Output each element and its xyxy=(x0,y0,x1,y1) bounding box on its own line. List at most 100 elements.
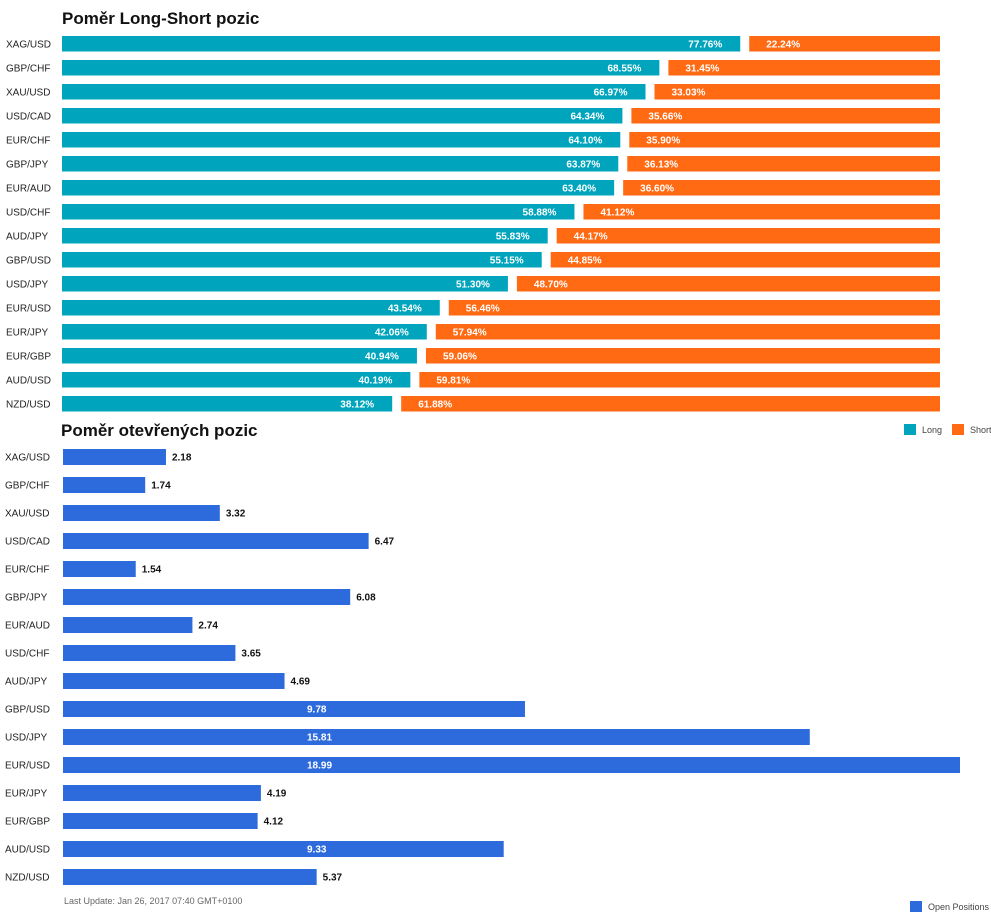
short-bar xyxy=(435,324,940,340)
long-bar xyxy=(62,324,427,340)
open-positions-legend: Open Positions xyxy=(910,901,989,912)
open-positions-value-label: 4.69 xyxy=(291,677,311,688)
long-value-label: 66.97% xyxy=(594,88,628,99)
long-value-label: 55.15% xyxy=(490,256,524,267)
category-label: XAG/USD xyxy=(6,40,51,51)
short-value-label: 61.88% xyxy=(418,400,452,411)
open-positions-value-label: 6.08 xyxy=(356,593,376,604)
short-bar xyxy=(583,204,940,220)
short-bar xyxy=(623,180,940,196)
open-positions-value-label: 9.78 xyxy=(307,705,327,716)
long-bar xyxy=(62,348,417,364)
open-positions-bar xyxy=(63,589,351,605)
open-positions-bar xyxy=(63,841,504,857)
long-value-label: 40.94% xyxy=(365,352,399,363)
open-positions-value-label: 1.74 xyxy=(151,481,171,492)
category-label: EUR/JPY xyxy=(5,789,48,800)
open-positions-bar xyxy=(63,785,261,801)
long-bar xyxy=(62,84,646,100)
long-short-chart: XAG/USD 77.76% 22.24% GBP/CHF 68.55% 31.45% XA… xyxy=(6,36,941,412)
short-value-label: 48.70% xyxy=(534,280,568,291)
category-label: GBP/JPY xyxy=(6,160,49,171)
short-bar xyxy=(668,60,940,76)
short-value-label: 44.17% xyxy=(574,232,608,243)
short-value-label: 56.46% xyxy=(466,304,500,315)
category-label: GBP/USD xyxy=(5,705,50,716)
category-label: USD/CAD xyxy=(6,112,51,123)
category-label: EUR/CHF xyxy=(5,565,49,576)
long-value-label: 77.76% xyxy=(688,40,722,51)
long-value-label: 43.54% xyxy=(388,304,422,315)
open-positions-value-label: 2.18 xyxy=(172,453,192,464)
long-value-label: 38.12% xyxy=(340,400,374,411)
legend-long-swatch xyxy=(904,424,916,435)
open-positions-bar xyxy=(63,533,369,549)
category-label: EUR/GBP xyxy=(5,817,50,828)
long-bar xyxy=(62,60,660,76)
short-bar xyxy=(401,396,940,412)
long-bar xyxy=(62,228,548,244)
open-positions-bar xyxy=(63,729,810,745)
short-bar xyxy=(556,228,940,244)
short-value-label: 59.81% xyxy=(436,376,470,387)
short-bar xyxy=(631,108,940,124)
long-value-label: 63.40% xyxy=(562,184,596,195)
category-label: USD/CAD xyxy=(5,537,50,548)
long-bar xyxy=(62,180,615,196)
long-value-label: 42.06% xyxy=(375,328,409,339)
open-positions-bar xyxy=(63,673,285,689)
short-bar xyxy=(627,156,940,172)
short-bar xyxy=(448,300,940,316)
short-bar xyxy=(516,276,940,292)
legend-open-positions-label: Open Positions xyxy=(928,901,990,912)
short-value-label: 59.06% xyxy=(443,352,477,363)
long-value-label: 63.87% xyxy=(566,160,600,171)
long-short-legend: Long Short xyxy=(904,424,991,435)
open-positions-value-label: 3.65 xyxy=(241,649,261,660)
category-label: USD/JPY xyxy=(5,733,48,744)
open-positions-bar xyxy=(63,645,236,661)
short-value-label: 36.60% xyxy=(640,184,674,195)
open-positions-value-label: 6.47 xyxy=(375,537,395,548)
open-positions-value-label: 1.54 xyxy=(142,565,162,576)
open-positions-value-label: 4.12 xyxy=(264,817,284,828)
long-value-label: 64.10% xyxy=(568,136,602,147)
last-update-note: Last Update: Jan 26, 2017 07:40 GMT+0100 xyxy=(64,896,243,906)
category-label: AUD/JPY xyxy=(5,677,48,688)
short-value-label: 36.13% xyxy=(644,160,678,171)
open-positions-value-label: 2.74 xyxy=(198,621,218,632)
category-label: USD/CHF xyxy=(6,208,50,219)
category-label: XAU/USD xyxy=(6,88,50,99)
long-bar xyxy=(62,372,411,388)
short-value-label: 35.90% xyxy=(646,136,680,147)
category-label: GBP/CHF xyxy=(6,64,50,75)
short-value-label: 57.94% xyxy=(453,328,487,339)
open-positions-bar xyxy=(63,813,258,829)
long-value-label: 40.19% xyxy=(358,376,392,387)
open-positions-bar xyxy=(63,449,166,465)
category-label: EUR/USD xyxy=(6,304,51,315)
long-value-label: 51.30% xyxy=(456,280,490,291)
category-label: EUR/AUD xyxy=(6,184,51,195)
open-positions-bar xyxy=(63,869,317,885)
long-bar xyxy=(62,396,393,412)
long-value-label: 68.55% xyxy=(607,64,641,75)
short-value-label: 22.24% xyxy=(766,40,800,51)
long-bar xyxy=(62,252,542,268)
category-label: NZD/USD xyxy=(5,873,49,884)
open-positions-value-label: 15.81 xyxy=(307,733,332,744)
long-value-label: 55.83% xyxy=(496,232,530,243)
open-positions-bar xyxy=(63,701,525,717)
open-positions-value-label: 18.99 xyxy=(307,761,332,772)
short-bar xyxy=(749,36,940,52)
long-bar xyxy=(62,36,741,52)
short-value-label: 33.03% xyxy=(671,88,705,99)
category-label: EUR/AUD xyxy=(5,621,50,632)
category-label: EUR/GBP xyxy=(6,352,51,363)
category-label: XAG/USD xyxy=(5,453,50,464)
category-label: NZD/USD xyxy=(6,400,50,411)
long-bar xyxy=(62,276,508,292)
category-label: AUD/USD xyxy=(5,845,50,856)
long-bar xyxy=(62,156,619,172)
